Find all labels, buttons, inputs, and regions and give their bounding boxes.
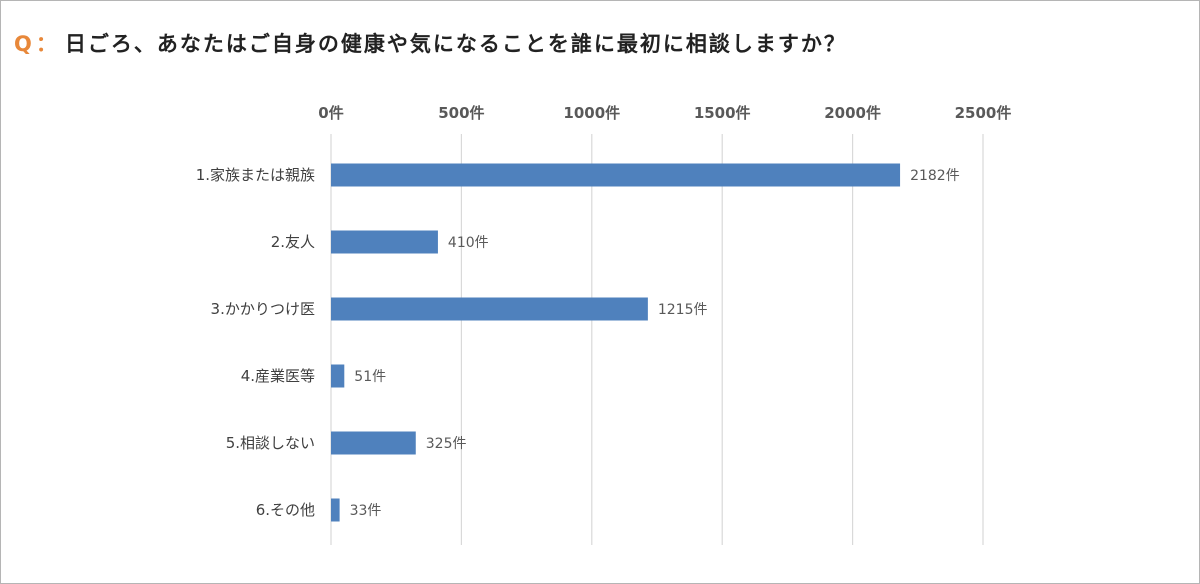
question-prefix: Q	[14, 32, 34, 56]
bar	[331, 431, 416, 455]
category-label: 3.かかりつけ医	[211, 300, 315, 318]
x-tick-label: 0件	[318, 104, 343, 122]
x-tick-label: 2500件	[955, 104, 1012, 122]
category-label: 5.相談しない	[226, 434, 315, 452]
data-label: 410件	[448, 235, 489, 251]
data-labels: 2182件 410件 1215件 51件 325件 33件	[350, 168, 960, 519]
question-colon: ：	[35, 32, 59, 56]
data-label: 325件	[426, 436, 467, 452]
gridlines	[330, 134, 984, 545]
x-tick-label: 2000件	[824, 104, 881, 122]
data-label: 1215件	[658, 302, 708, 318]
x-tick-label: 1000件	[563, 104, 620, 122]
bar	[331, 297, 648, 321]
data-label: 2182件	[910, 168, 960, 184]
x-tick-label: 1500件	[694, 104, 751, 122]
category-label: 6.その他	[256, 501, 315, 519]
bars	[331, 163, 901, 522]
question-text: 日ごろ、あなたはご自身の健康や気になることを誰に最初に相談しますか？	[64, 32, 847, 56]
x-tick-label: 500件	[438, 104, 484, 122]
category-label: 2.友人	[271, 233, 315, 251]
category-label: 4.産業医等	[241, 367, 315, 385]
bar	[331, 498, 340, 522]
x-axis-ticks: 0件 500件 1000件 1500件 2000件 2500件	[318, 104, 1011, 122]
question-title: Q： 日ごろ、あなたはご自身の健康や気になることを誰に最初に相談しますか？	[14, 28, 847, 58]
bar	[331, 364, 345, 388]
data-label: 51件	[354, 369, 386, 385]
category-label: 1.家族または親族	[196, 166, 315, 184]
bar	[331, 163, 901, 187]
category-labels: 1.家族または親族 2.友人 3.かかりつけ医 4.産業医等 5.相談しない 6.その他	[196, 166, 315, 519]
bar	[331, 230, 438, 254]
data-label: 33件	[350, 503, 382, 519]
